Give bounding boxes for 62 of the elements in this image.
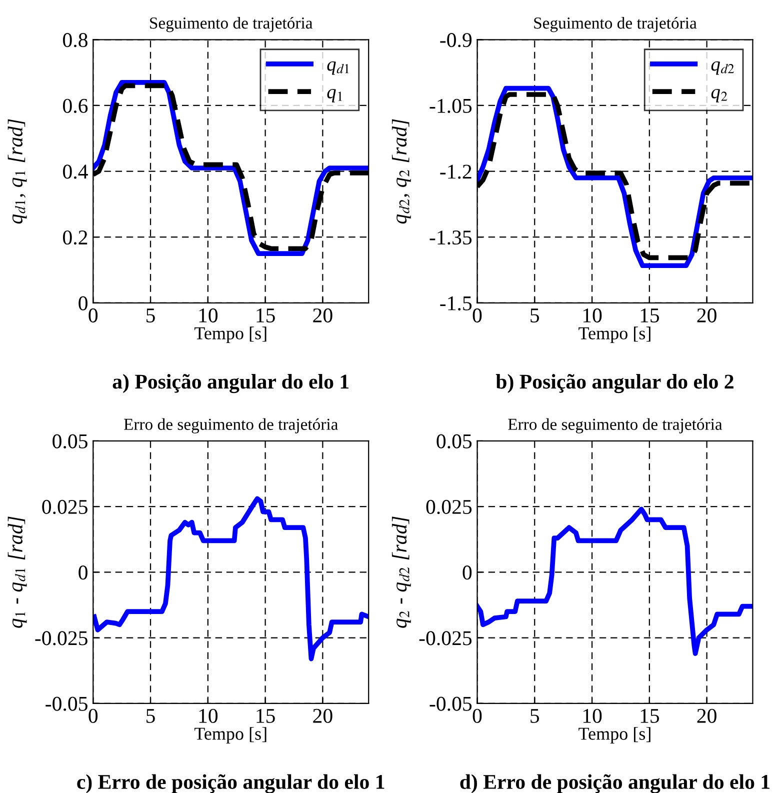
y-tick-label: 0 <box>78 296 88 310</box>
chart-title: Seguimento de trajetória <box>150 16 313 32</box>
x-axis-title: Tempo [s] <box>194 326 266 344</box>
x-tick-label: 20 <box>697 308 716 322</box>
y-axis-title: q$_{d1}$, q$_{1}$ [rad] <box>8 119 27 224</box>
x-tick-label: 15 <box>640 308 660 322</box>
text: c) Erro de posição angular do elo 1 <box>77 774 384 793</box>
y-tick-label: -0.05 <box>46 696 88 711</box>
text: d) Erro de posição angular do elo 1 <box>460 774 770 793</box>
x-tick-label: 20 <box>313 708 332 723</box>
y-tick-label: -1.2 <box>440 164 472 179</box>
x-tick-label: 10 <box>583 308 602 322</box>
y-tick-label: -0.9 <box>440 33 472 48</box>
x-tick-label: 0 <box>88 308 98 322</box>
x-tick-label: 0 <box>472 308 482 322</box>
y-tick-label: 0.8 <box>63 33 88 48</box>
y-tick-label: 0 <box>78 566 88 580</box>
y-tick-label: -1.35 <box>430 230 472 245</box>
x-tick-label: 0 <box>472 708 482 723</box>
x-tick-label: 5 <box>530 709 540 723</box>
y-tick-label: 0.05 <box>436 434 472 448</box>
y-tick-label: -1.05 <box>430 98 472 113</box>
y-tick-label: 0.025 <box>42 500 88 514</box>
x-tick-label: 10 <box>199 308 218 322</box>
y-tick-label: -1.5 <box>440 296 472 310</box>
x-tick-label: 5 <box>146 709 155 723</box>
y-tick-label: 0 <box>462 566 472 580</box>
x-tick-label: 15 <box>256 308 275 322</box>
x-tick-label: 10 <box>199 708 218 723</box>
chart-title: Seguimento de trajetória <box>534 16 697 32</box>
y-tick-label: -0.05 <box>430 696 472 711</box>
y-tick-label: 0.2 <box>63 230 88 245</box>
text: b) Posição angular do elo 2 <box>496 374 734 394</box>
x-tick-label: 15 <box>640 708 660 723</box>
chart-title: Erro de seguimento de trajetória <box>508 418 722 434</box>
x-tick-label: 5 <box>146 308 155 322</box>
y-axis-title: q$_{d2}$, q$_{2}$ [rad] <box>392 119 411 224</box>
x-axis-title: Tempo [s] <box>578 326 650 344</box>
y-tick-label: -0.025 <box>419 631 472 646</box>
y-tick-label: -0.025 <box>35 631 88 646</box>
line-series <box>477 506 753 656</box>
x-tick-label: 0 <box>88 708 98 723</box>
y-tick-label: 0.025 <box>426 500 472 514</box>
x-axis-title: Tempo [s] <box>194 727 266 744</box>
legend-label: q$_{d1}$ <box>327 61 349 75</box>
x-tick-label: 20 <box>697 708 716 723</box>
y-tick-label: 0.6 <box>63 98 88 113</box>
chart-title: Erro de seguimento de trajetória <box>124 418 338 434</box>
x-axis-title: Tempo [s] <box>578 727 650 744</box>
legend-label: q$_{1}$ <box>327 89 342 102</box>
y-axis-title: q$_{1}$ - q$_{d1}$ [rad] <box>8 516 27 628</box>
x-tick-label: 15 <box>256 708 275 723</box>
y-axis-title: q$_{2}$ - q$_{d2}$ [rad] <box>392 516 411 628</box>
x-tick-label: 20 <box>313 308 332 322</box>
text: a) Posição angular do elo 1 <box>112 374 349 394</box>
legend-label: q$_{d2}$ <box>711 61 734 75</box>
y-tick-label: 0.05 <box>52 434 88 448</box>
y-tick-label: 0.4 <box>63 164 88 179</box>
x-tick-label: 5 <box>530 308 540 322</box>
line-series <box>93 496 369 662</box>
legend-label: q$_{2}$ <box>711 89 728 102</box>
x-tick-label: 10 <box>583 708 602 723</box>
